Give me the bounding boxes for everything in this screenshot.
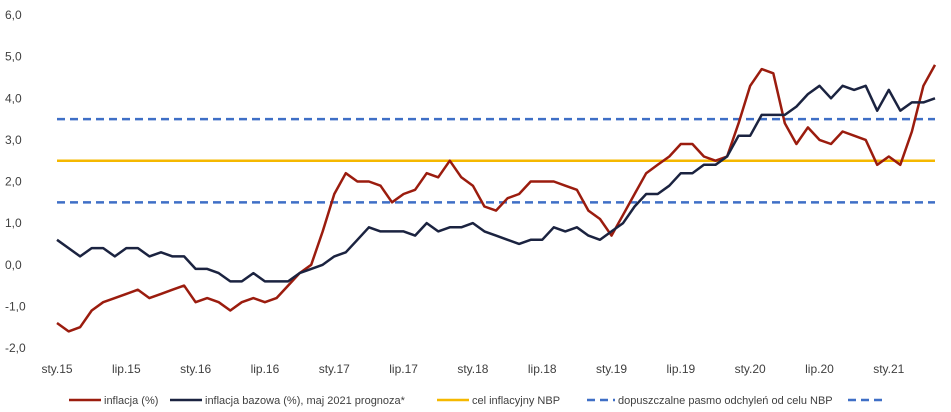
x-tick-label: sty.18 [457, 362, 488, 376]
y-tick-label: 5,0 [5, 50, 22, 64]
x-tick-label: sty.20 [735, 362, 766, 376]
series-line-core-inflation [56, 84, 936, 283]
y-tick-label: -2,0 [5, 341, 26, 355]
y-tick-label: 2,0 [5, 175, 22, 189]
x-axis-labels: sty.15 lip.15 sty.16 lip.16 sty.17 lip.17 sty.… [41, 362, 904, 376]
x-tick-label: sty.16 [180, 362, 211, 376]
x-tick-label: lip.19 [666, 362, 695, 376]
y-tick-label: 4,0 [5, 91, 22, 105]
y-tick-label: 3,0 [5, 133, 22, 147]
legend-label: cel inflacyjny NBP [472, 395, 560, 407]
series-lines [56, 64, 937, 333]
x-tick-label: sty.15 [41, 362, 72, 376]
legend-label: dopuszczalne pasmo odchyleń od celu NBP [618, 395, 833, 407]
x-tick-label: sty.21 [873, 362, 904, 376]
y-tick-label: 6,0 [5, 8, 22, 22]
y-tick-label: -1,0 [5, 299, 26, 313]
x-tick-label: sty.17 [319, 362, 350, 376]
x-tick-label: lip.17 [389, 362, 418, 376]
x-tick-label: lip.20 [805, 362, 834, 376]
legend: inflacja (%) inflacja bazowa (%), maj 202… [69, 395, 884, 407]
series-line-inflation [56, 64, 937, 333]
x-tick-label: sty.19 [596, 362, 627, 376]
x-tick-label: lip.15 [112, 362, 141, 376]
y-tick-label: 1,0 [5, 216, 22, 230]
x-tick-label: lip.18 [528, 362, 557, 376]
y-tick-label: 0,0 [5, 258, 22, 272]
y-axis-labels: 6,0 5,0 4,0 3,0 2,0 1,0 0,0 -1,0 -2,0 [5, 8, 26, 355]
x-tick-label: lip.16 [251, 362, 280, 376]
reference-lines [57, 117, 935, 204]
legend-label: inflacja bazowa (%), maj 2021 prognoza* [205, 395, 406, 407]
legend-label: inflacja (%) [104, 395, 158, 407]
